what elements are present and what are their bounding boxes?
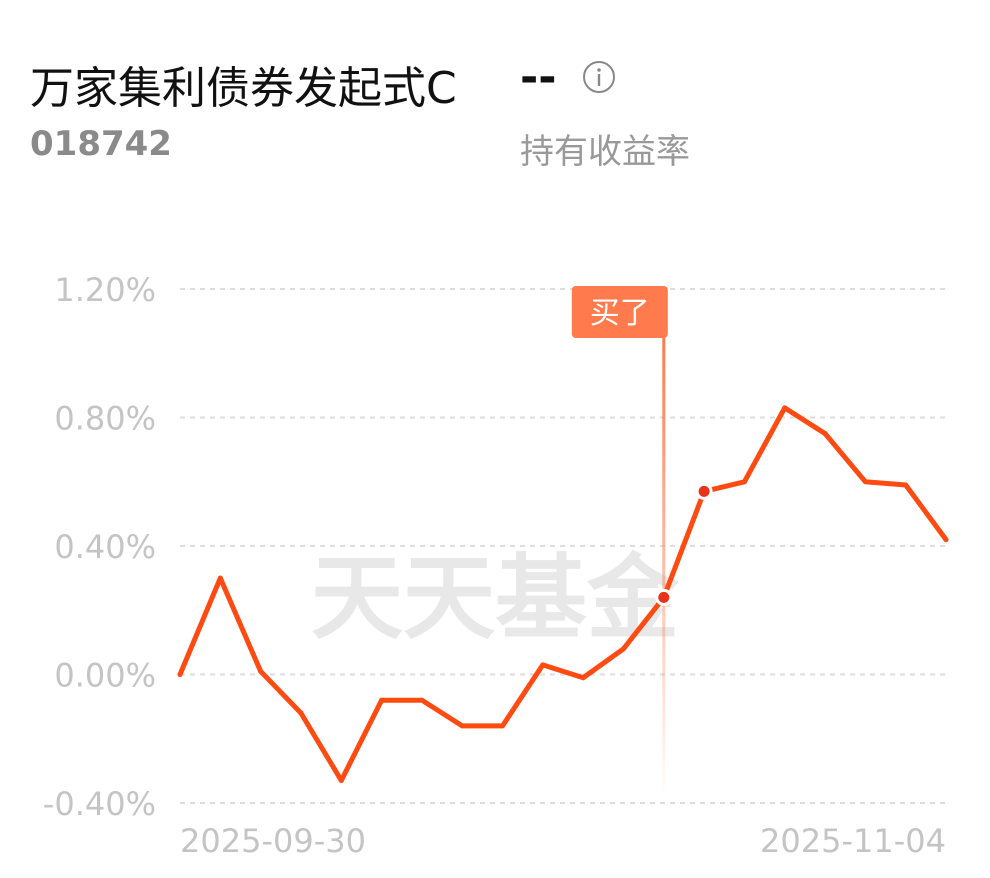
buy-marker-line	[662, 336, 666, 798]
y-tick-label: 0.00%	[54, 657, 156, 695]
data-point	[862, 479, 868, 485]
y-tick-label: 0.80%	[54, 400, 156, 438]
data-point	[500, 723, 506, 729]
data-point	[459, 723, 465, 729]
y-tick-label: -0.40%	[43, 785, 156, 823]
data-point	[177, 672, 183, 677]
holding-yield-label: 持有收益率	[520, 132, 690, 172]
data-point	[741, 479, 747, 485]
data-point	[822, 431, 828, 437]
data-point	[379, 697, 385, 703]
data-point	[620, 646, 626, 652]
fund-code: 018742	[30, 124, 172, 164]
y-tick-label: 1.20%	[54, 271, 156, 309]
x-tick-label: 2025-09-30	[180, 822, 366, 860]
series-line	[177, 405, 949, 783]
data-point	[298, 710, 304, 716]
highlight-point	[655, 588, 673, 606]
data-point	[338, 778, 344, 784]
info-icon[interactable]	[582, 60, 616, 94]
x-tick-label: 2025-11-04	[760, 822, 946, 860]
fund-title: 万家集利债券发起式C	[30, 63, 457, 114]
highlight-point	[695, 482, 713, 500]
data-point	[943, 537, 949, 543]
watermark: 天天基金	[311, 545, 680, 652]
data-point	[540, 662, 546, 668]
buy-marker-badge[interactable]	[571, 286, 668, 338]
data-point	[258, 668, 264, 674]
buy-marker-label: 买了	[590, 296, 650, 331]
data-point	[782, 405, 788, 411]
data-point	[419, 697, 425, 703]
data-point	[903, 482, 909, 488]
data-point	[580, 675, 586, 681]
yield-value: --	[520, 52, 557, 103]
data-point	[217, 575, 223, 581]
y-tick-label: 0.40%	[54, 528, 156, 566]
